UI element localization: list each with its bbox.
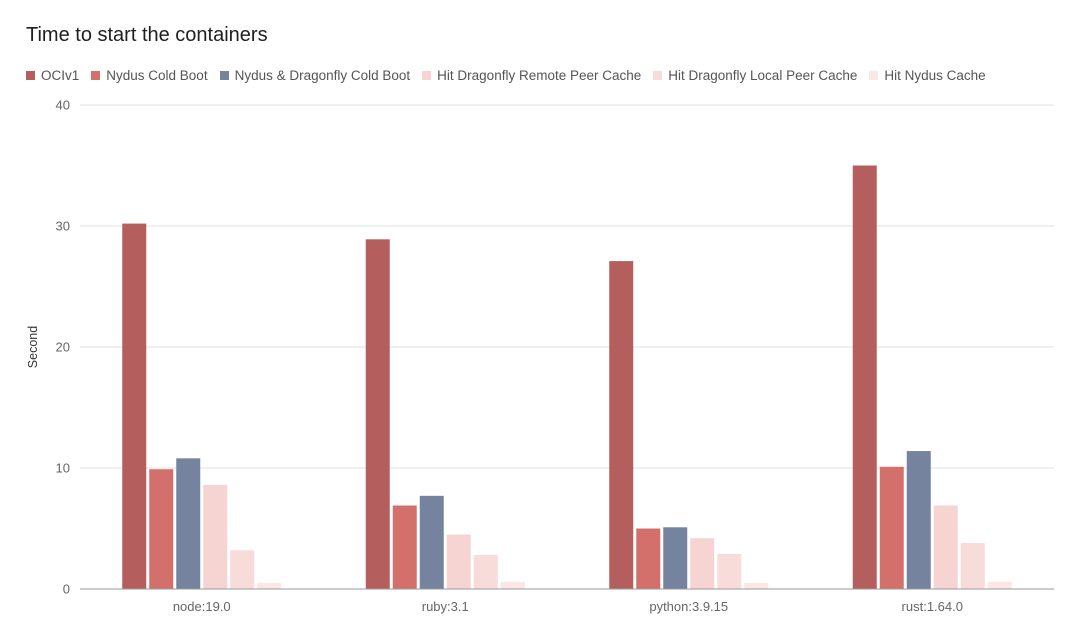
bar-python-3-9-15-5[interactable] <box>744 582 769 589</box>
bar-ruby-3-1-0[interactable] <box>365 239 390 589</box>
y-tick-label: 0 <box>63 582 70 597</box>
bar-ruby-3-1-2[interactable] <box>419 495 444 589</box>
x-tick-label: node:19.0 <box>173 599 231 614</box>
bar-rust-1-64-0-3[interactable] <box>933 505 958 589</box>
legend-label-hit-dragonfly-local-peer-cache: Hit Dragonfly Local Peer Cache <box>668 68 858 83</box>
bar-rust-1-64-0-5[interactable] <box>987 581 1012 589</box>
legend-item-hit-nydus-cache[interactable]: Hit Nydus Cache <box>869 68 986 83</box>
bar-python-3-9-15-1[interactable] <box>636 528 661 590</box>
legend-swatch-hit-nydus-cache <box>869 71 879 80</box>
bar-ruby-3-1-4[interactable] <box>473 555 498 589</box>
y-tick-label: 30 <box>56 219 70 234</box>
legend-item-ociv1[interactable]: OCIv1 <box>26 68 79 83</box>
bars-layer <box>122 165 1012 590</box>
legend-label-ociv1: OCIv1 <box>41 68 80 83</box>
legend-swatch-ociv1 <box>26 71 35 80</box>
x-axis-ticks: node:19.0 ruby:3.1 python:3.9.15 rust:1.64.… <box>173 599 963 614</box>
bar-python-3-9-15-4[interactable] <box>717 553 742 589</box>
legend-swatch-hit-dragonfly-local-peer-cache <box>653 71 663 80</box>
legend-label-hit-nydus-cache: Hit Nydus Cache <box>884 68 986 83</box>
bar-rust-1-64-0-1[interactable] <box>879 466 904 589</box>
chart-legend: OCIv1 Nydus Cold Boot Nydus & Dragonfly … <box>26 68 998 83</box>
y-tick-label: 10 <box>56 461 70 476</box>
bar-ruby-3-1-1[interactable] <box>392 505 417 589</box>
chart-title: Time to start the containers <box>26 24 268 46</box>
x-tick-label: python:3.9.15 <box>649 599 728 614</box>
bar-python-3-9-15-3[interactable] <box>690 538 715 589</box>
y-tick-label: 40 <box>56 98 70 113</box>
y-axis-ticks: 0 10 20 30 40 <box>56 98 70 597</box>
bar-node-19-0-3[interactable] <box>203 484 228 589</box>
bar-rust-1-64-0-2[interactable] <box>906 451 931 589</box>
legend-label-nydus-dragonfly-cold-boot: Nydus & Dragonfly Cold Boot <box>234 68 411 83</box>
bar-python-3-9-15-0[interactable] <box>609 261 634 589</box>
bar-node-19-0-4[interactable] <box>230 550 255 589</box>
legend-item-hit-dragonfly-remote-peer-cache[interactable]: Hit Dragonfly Remote Peer Cache <box>422 68 641 83</box>
bar-node-19-0-5[interactable] <box>257 582 282 589</box>
legend-label-nydus-cold-boot: Nydus Cold Boot <box>106 68 208 83</box>
y-tick-label: 20 <box>56 340 70 355</box>
bar-python-3-9-15-2[interactable] <box>663 527 688 589</box>
x-tick-label: rust:1.64.0 <box>902 599 963 614</box>
legend-swatch-hit-dragonfly-remote-peer-cache <box>422 71 432 80</box>
bar-rust-1-64-0-0[interactable] <box>852 165 877 590</box>
x-tick-label: ruby:3.1 <box>422 599 469 614</box>
legend-swatch-nydus-dragonfly-cold-boot <box>219 71 229 80</box>
legend-label-hit-dragonfly-remote-peer-cache: Hit Dragonfly Remote Peer Cache <box>437 68 642 83</box>
legend-swatch-nydus-cold-boot <box>91 71 101 80</box>
bar-ruby-3-1-5[interactable] <box>500 581 525 589</box>
bar-rust-1-64-0-4[interactable] <box>960 543 985 589</box>
bar-node-19-0-1[interactable] <box>149 469 174 589</box>
y-axis-label: Second <box>26 326 40 368</box>
bar-ruby-3-1-3[interactable] <box>446 534 471 589</box>
bar-node-19-0-0[interactable] <box>122 223 147 589</box>
legend-item-nydus-dragonfly-cold-boot[interactable]: Nydus & Dragonfly Cold Boot <box>219 68 411 83</box>
legend-item-nydus-cold-boot[interactable]: Nydus Cold Boot <box>91 68 208 83</box>
grid-layer <box>80 104 1054 469</box>
legend-item-hit-dragonfly-local-peer-cache[interactable]: Hit Dragonfly Local Peer Cache <box>653 68 857 83</box>
bar-node-19-0-2[interactable] <box>176 458 201 589</box>
